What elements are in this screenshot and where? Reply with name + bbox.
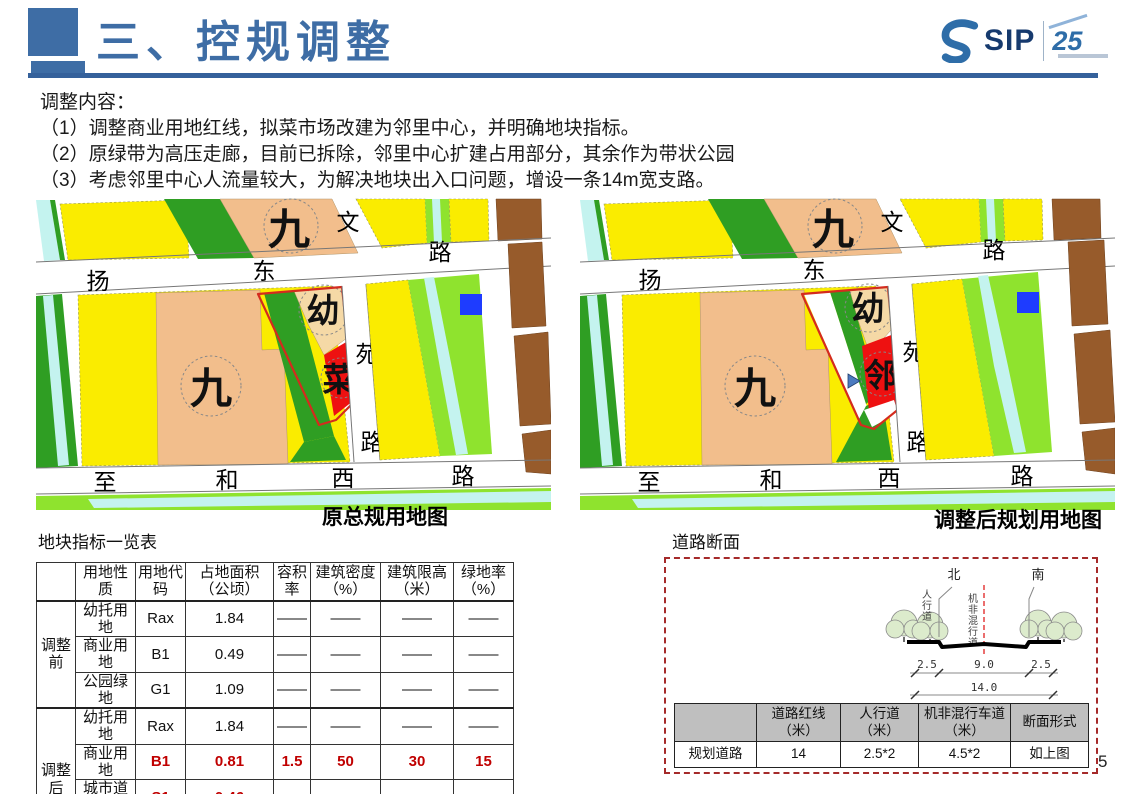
road-cross-section-diagram: 北 南 人行道 机非混行道 2.5 9.0 2.5 14.0: [885, 567, 1083, 700]
label-jiu-mid: 九: [734, 365, 776, 412]
intro-heading: 调整内容：: [40, 92, 136, 113]
intro-item-2: （2）原绿带为高压走廊，目前已拆除，邻里中心扩建占用部分，其余作为带状公园: [40, 144, 735, 165]
title-decor-square: [28, 8, 78, 56]
label-road-wen: 文: [337, 209, 360, 235]
label-kindergarten: 幼: [852, 290, 885, 327]
tree-icon: [911, 611, 949, 642]
label-road-he: 和: [760, 467, 783, 493]
label-sidewalk: 人行道: [920, 589, 932, 622]
tree-icon: [1045, 611, 1083, 642]
label-road-yang: 扬: [87, 268, 110, 294]
entrance-marker-west: [847, 373, 861, 389]
adjustment-content: 调整内容： （1）调整商业用地红线，拟菜市场改建为邻里中心，并明确地块指标。 （…: [40, 90, 735, 194]
label-road-he: 和: [216, 467, 239, 493]
road-section-box: 北 南 人行道 机非混行道 2.5 9.0 2.5 14.0: [664, 557, 1098, 774]
label-kindergarten: 幼: [307, 292, 340, 329]
sip-logo: SIP 25: [938, 13, 1113, 68]
label-jiu-top: 九: [268, 206, 310, 253]
canal-bottom: [88, 491, 551, 508]
caption-original-map: 原总规用地图: [322, 506, 448, 529]
water-facility-parcel: [460, 294, 482, 315]
canal-east: [424, 277, 468, 455]
table-row-road-adjusted: 城市道路用地 S1 0.46 —— —— —— ——: [37, 779, 514, 794]
road-table-header: 道路红线（米） 人行道（米） 机非混行车道（米） 断面形式: [674, 703, 1089, 742]
group-label-after: 调整后: [36, 707, 76, 794]
anniversary-microtext: [1058, 54, 1108, 58]
greenbelt-upper: [164, 199, 254, 259]
canal-topleft: [36, 200, 60, 261]
label-road-xi-lu: 路: [1011, 463, 1034, 489]
road-parameter-table: 道路红线（米） 人行道（米） 机非混行车道（米） 断面形式 规划道路 14 2.…: [674, 703, 1089, 768]
label-south: 南: [1031, 567, 1044, 582]
label-neighborhood: 邻: [865, 357, 898, 394]
label-road-xi-lu: 路: [452, 463, 475, 489]
red-boundary: [800, 285, 902, 431]
intro-item-3: （3）考虑邻里中心人流量较大，为解决地块出入口问题，增设一条14m宽支路。: [40, 170, 715, 191]
label-mixed-lane: 机非混行道: [966, 592, 978, 648]
canal-left: [43, 295, 69, 466]
page-title: 三、控规调整: [96, 18, 396, 67]
label-road-zhi: 至: [638, 469, 661, 495]
label-road-wen-lu: 路: [429, 239, 452, 265]
dim-carriageway: 9.0: [974, 658, 994, 671]
table-row: 商业用地 B1 0.49 —— —— —— ——: [37, 636, 514, 673]
label-road-zhi: 至: [94, 469, 117, 495]
plot-table-title: 地块指标一览表: [38, 533, 157, 552]
landuse-map-adjusted: 九 文 路 扬 东 九 幼 邻 苑 路: [580, 198, 1115, 510]
label-road-xi: 西: [878, 465, 901, 491]
label-road-wen-lu: 路: [983, 237, 1006, 263]
label-road-yuan-lu: 路: [907, 429, 930, 455]
intro-item-1: （1）调整商业用地红线，拟菜市场改建为邻里中心，并明确地块指标。: [40, 118, 640, 139]
label-road-yang: 扬: [639, 267, 662, 293]
label-road-dong: 东: [253, 258, 276, 284]
sip-swirl-icon: [941, 19, 979, 63]
anniversary-25-logo: 25: [1048, 13, 1088, 57]
plot-indicator-table: 用地性质 用地代码 占地面积（公顷） 容积率 建筑密度（%） 建筑限高（米） 绿…: [36, 562, 514, 794]
dim-sidewalk-left: 2.5: [917, 658, 937, 671]
parcel-brown: [507, 241, 547, 329]
road-profile: [907, 640, 1061, 649]
sip-logo-text: SIP: [984, 24, 1036, 57]
table-header-row: 用地性质 用地代码 占地面积（公顷） 容积率 建筑密度（%） 建筑限高（米） 绿…: [36, 562, 514, 601]
table-row: 调整后 幼托用地 Rax 1.84 —— —— —— ——: [36, 707, 514, 794]
caption-adjusted-map: 调整后规划用地图: [934, 509, 1102, 532]
greenbelt-lower: [264, 291, 334, 442]
table-row: 调整前 幼托用地 Rax 1.84 —— —— —— ——: [36, 599, 514, 709]
parcel-yellow: [59, 199, 190, 261]
label-road-xi: 西: [332, 465, 355, 491]
label-north: 北: [947, 567, 960, 582]
logo-divider: [1043, 21, 1045, 61]
landuse-map-original: 九 文 路 扬 东 九 幼 菜 苑 路: [36, 198, 551, 510]
dim-sidewalk-right: 2.5: [1031, 658, 1051, 671]
label-jiu-top: 九: [812, 206, 854, 253]
road-table-row: 规划道路 14 2.5*2 4.5*2 如上图: [674, 741, 1089, 768]
road-section-title: 道路断面: [672, 533, 740, 552]
title-decor-bar: [31, 61, 85, 73]
greenbelt-upper: [708, 199, 798, 259]
header-rule: [28, 73, 1098, 78]
table-row-commercial-adjusted: 商业用地 B1 0.81 1.5 50 30 15: [37, 743, 514, 780]
page-number: 5: [1098, 752, 1108, 771]
label-road-yuan-lu: 路: [361, 429, 384, 455]
label-jiu-mid: 九: [190, 365, 232, 412]
group-label-before: 调整前: [36, 599, 76, 709]
parcel-brown: [495, 198, 543, 242]
table-row: 公园绿地 G1 1.09 —— —— —— ——: [37, 671, 514, 709]
label-road-wen: 文: [881, 209, 904, 235]
red-boundary: [256, 285, 356, 427]
label-road-dong: 东: [803, 257, 826, 283]
new-support-road: [804, 292, 868, 424]
dim-total: 14.0: [971, 681, 998, 694]
water-facility-parcel: [1017, 292, 1039, 313]
